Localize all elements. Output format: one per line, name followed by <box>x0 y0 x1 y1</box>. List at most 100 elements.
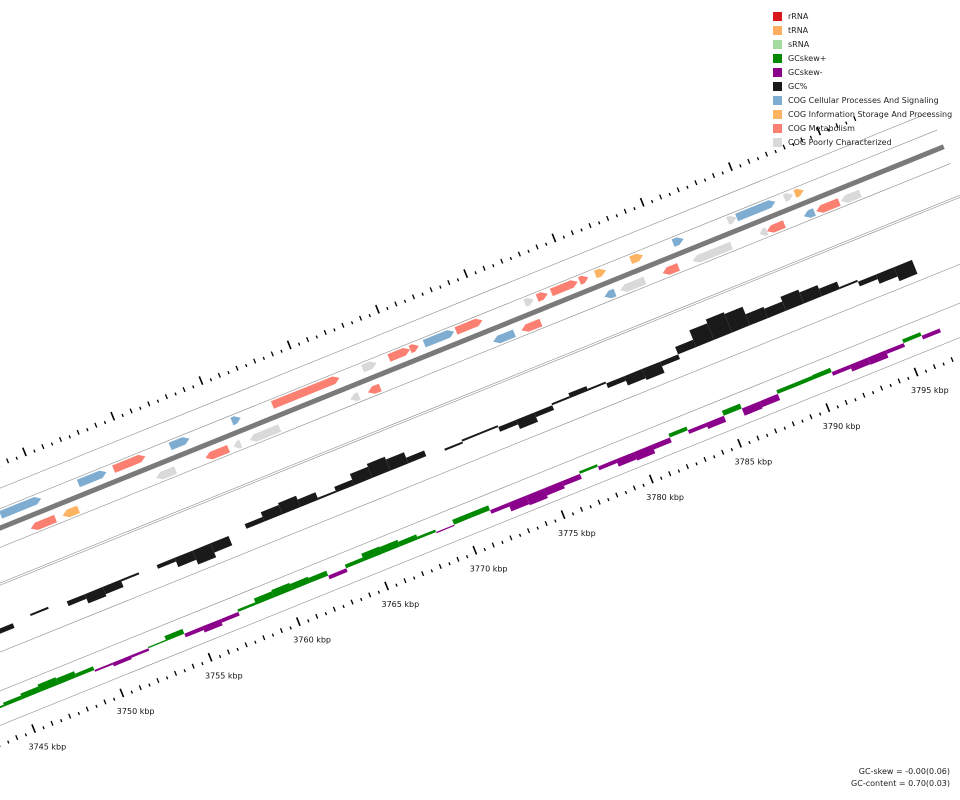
tick-label: 3775 kbp <box>558 529 596 538</box>
tick-mark <box>315 613 319 619</box>
gc-skew-bar <box>867 350 889 365</box>
guide-line <box>0 337 960 726</box>
tick-mark <box>421 292 424 296</box>
legend-swatch-icon <box>773 11 782 21</box>
gc-content-bar <box>745 306 768 326</box>
tick-mark <box>660 476 663 480</box>
tick-mark <box>809 135 813 139</box>
gc-skew-bar <box>56 671 77 685</box>
tick-mark <box>306 337 310 343</box>
legend-item: COG Information Storage And Processing <box>773 107 952 121</box>
gc-skew-bar <box>328 568 348 580</box>
tick-mark <box>685 464 689 470</box>
gc-content-bar <box>799 285 822 304</box>
gc-content-bar <box>724 306 750 333</box>
tick-mark <box>86 428 89 432</box>
tick-mark <box>737 438 743 448</box>
cds-arrow <box>803 208 816 218</box>
gc-content-bar <box>780 289 804 311</box>
gc-skew-bar <box>526 488 548 506</box>
gc-skew-bar <box>379 539 401 554</box>
tick-mark <box>456 278 460 282</box>
tick-mark <box>827 128 830 132</box>
gc-skew-stat: GC-skew = -0.00(0.06) <box>858 767 950 776</box>
tick-mark <box>897 378 901 384</box>
gc-content-bar <box>66 594 87 607</box>
tick-mark <box>730 448 734 452</box>
tick-mark <box>816 126 822 136</box>
cds-arrow <box>759 227 769 236</box>
tick-mark <box>774 149 777 154</box>
tick-mark <box>447 280 451 286</box>
tick-mark <box>782 144 786 150</box>
legend-item: GC% <box>773 79 952 93</box>
gc-skew-bar <box>147 639 167 649</box>
tick-mark <box>183 669 186 673</box>
gc-content-bar <box>260 505 283 522</box>
gc-skew-bar <box>561 473 582 486</box>
gc-skew-bar <box>490 502 510 514</box>
cds-arrow <box>422 330 455 348</box>
gc-skew-bar <box>831 364 852 376</box>
tick-mark <box>360 597 363 602</box>
tick-mark <box>289 626 292 630</box>
gc-skew-bar <box>470 505 490 518</box>
gc-content-bar <box>366 456 391 478</box>
tick-mark <box>615 492 619 498</box>
gc-skew-bar <box>398 534 419 547</box>
tick-mark <box>68 435 71 439</box>
tick-mark <box>509 256 513 261</box>
guide-line <box>0 112 931 489</box>
cds-arrow <box>662 263 680 275</box>
cds-arrow <box>270 376 340 409</box>
cds-arrow <box>793 188 804 198</box>
tick-mark <box>395 583 398 587</box>
tick-mark <box>474 271 477 275</box>
tick-mark <box>207 652 213 662</box>
gc-content-bar <box>228 528 247 536</box>
tick-mark <box>545 242 548 246</box>
gc-skew-bar <box>452 512 472 525</box>
tick-mark <box>182 386 186 393</box>
tick-mark <box>783 426 786 430</box>
tick-mark <box>913 367 919 377</box>
gc-skew-bar <box>308 570 329 583</box>
gc-skew-bar <box>112 655 132 667</box>
tick-mark <box>756 157 760 161</box>
legend-item: rRNA <box>773 9 952 23</box>
tick-mark <box>747 158 751 164</box>
gc-skew-bar <box>94 662 114 672</box>
legend-swatch-icon <box>773 95 782 105</box>
tick-label: 3790 kbp <box>823 422 861 431</box>
gc-skew-bar <box>885 343 906 354</box>
gc-skew-bar <box>776 383 796 394</box>
gc-content-bar <box>764 301 786 319</box>
tick-mark <box>535 244 539 250</box>
tick-mark <box>103 420 107 425</box>
tick-mark <box>350 599 354 605</box>
stats-panel: GC-skew = -0.00(0.06) GC-content = 0.70(… <box>851 766 950 790</box>
tick-mark <box>721 171 724 175</box>
tick-mark <box>244 642 248 648</box>
gc-skew-bar <box>344 557 365 569</box>
tick-mark <box>764 151 769 157</box>
legend-label: COG Information Storage And Processing <box>788 109 953 119</box>
tick-mark <box>253 358 257 364</box>
tick-mark <box>544 521 548 527</box>
gc-content-bar <box>516 412 538 429</box>
gc-content-bar <box>138 565 157 573</box>
tick-mark <box>413 576 416 580</box>
tick-mark <box>818 412 822 416</box>
cds-arrow <box>30 514 57 530</box>
tick-mark <box>430 569 434 573</box>
tick-mark <box>6 458 10 464</box>
tick-mark <box>110 411 116 421</box>
tick-mark <box>191 663 195 669</box>
gc-skew-bar <box>164 628 185 641</box>
tick-mark <box>235 365 239 371</box>
legend-swatch-icon <box>773 123 782 133</box>
tick-mark <box>165 676 169 680</box>
tick-mark <box>85 706 89 712</box>
gc-skew-bar <box>271 582 293 598</box>
